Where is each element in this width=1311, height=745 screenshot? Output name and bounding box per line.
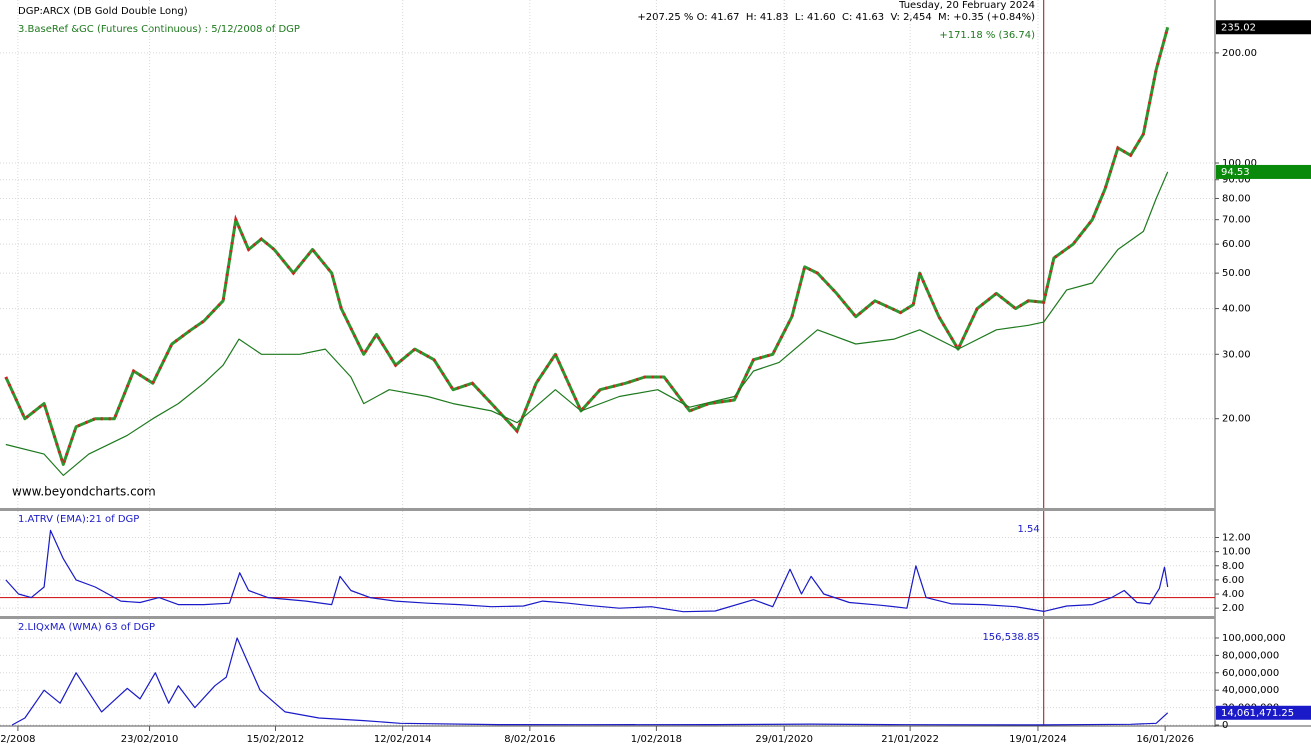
series-line [4,26,1170,466]
cursor-date: Tuesday, 20 February 2024 [898,0,1035,11]
y-tick-label: 4.00 [1222,589,1244,600]
x-tick-label: 21/01/2022 [881,734,939,745]
watermark: www.beyondcharts.com [12,485,156,499]
x-tick-label: 16/01/2026 [1136,734,1194,745]
x-tick-label: 15/02/2012 [247,734,305,745]
y-tick-label: 6.00 [1222,575,1244,586]
cursor-value: 1.54 [1017,524,1039,535]
series-title: DGP:ARCX (DB Gold Double Long) [18,6,188,17]
y-tick-label: 0 [1222,720,1228,731]
y-tick-label: 10.00 [1222,547,1251,558]
y-tick-label: 80,000,000 [1222,650,1279,661]
end-label-box [1216,20,1311,35]
y-tick-label: 12.00 [1222,532,1251,543]
series-line [11,637,1169,726]
series-line [5,171,1169,476]
x-tick-label: 19/01/2024 [1009,734,1067,745]
end-label-box [1216,705,1311,720]
series-line [5,529,1169,613]
series-title: 3.BaseRef &GC (Futures Continuous) : 5/1… [18,24,300,35]
x-tick-label: 23/02/2010 [121,734,179,745]
y-tick-label: 30.00 [1222,349,1251,360]
end-label: 14,061,471.25 [1221,708,1294,719]
panel-separator [0,616,1215,619]
panel-title: 1.ATRV (EMA):21 of DGP [18,514,139,525]
y-tick-label: 60.00 [1222,239,1251,250]
y-tick-label: 100,000,000 [1222,633,1286,644]
y-tick-label: 40.00 [1222,304,1251,315]
end-label: 235.02 [1221,22,1256,33]
x-tick-label: 1/02/2018 [631,734,682,745]
x-tick-label: 8/02/2016 [504,734,555,745]
y-tick-label: 2.00 [1222,603,1244,614]
panel-separator [0,508,1215,511]
end-label-box [1216,164,1311,179]
y-tick-label: 40,000,000 [1222,685,1279,696]
y-tick-label: 20.00 [1222,414,1251,425]
cursor-value: 156,538.85 [982,632,1039,643]
y-tick-label: 70.00 [1222,215,1251,226]
compare-line: +171.18 % (36.74) [939,30,1035,41]
y-tick-label: 60,000,000 [1222,668,1279,679]
x-tick-label: 2/2008 [0,734,35,745]
y-tick-label: 50.00 [1222,268,1251,279]
x-tick-label: 29/01/2020 [755,734,813,745]
y-tick-label: 100.00 [1222,158,1257,169]
end-label: 94.53 [1221,167,1250,178]
x-tick-label: 12/02/2014 [374,734,432,745]
panel-title: 2.LIQxMA (WMA) 63 of DGP [18,622,155,633]
y-tick-label: 80.00 [1222,193,1251,204]
quote-line: +207.25 % O: 41.67 H: 41.83 L: 41.60 C: … [637,12,1035,23]
y-tick-label: 200.00 [1222,48,1257,59]
y-tick-label: 8.00 [1222,561,1244,572]
y-tick-label: 90.00 [1222,175,1251,186]
